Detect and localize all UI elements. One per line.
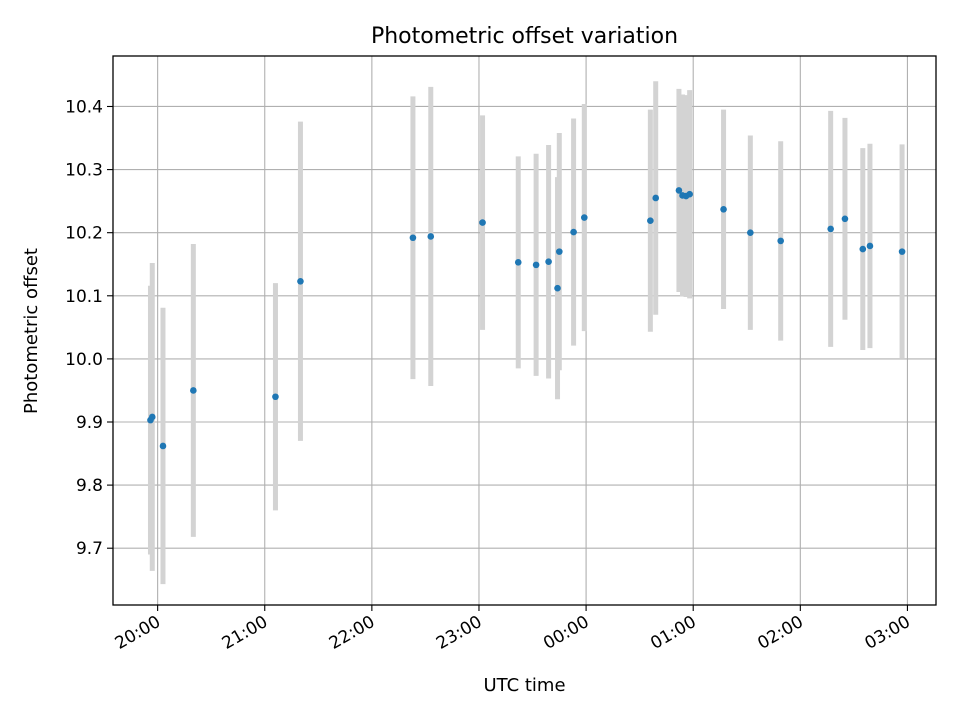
data-point xyxy=(514,259,522,266)
y-tick-label: 10.0 xyxy=(65,350,103,370)
y-tick-label: 10.3 xyxy=(65,161,103,181)
data-point xyxy=(427,233,435,240)
data-point xyxy=(675,187,683,194)
data-point xyxy=(297,277,304,285)
data-point xyxy=(841,215,849,223)
y-axis-label: Photometric offset xyxy=(21,248,42,414)
data-point xyxy=(556,248,563,255)
data-point xyxy=(720,206,727,213)
data-point xyxy=(545,258,552,266)
data-point xyxy=(148,413,156,421)
data-point xyxy=(190,387,197,394)
y-tick-label: 9.8 xyxy=(76,476,103,496)
x-axis: 20:00 21:00 22:00 23:00 00:00 01:00 02:00 03:00 xyxy=(112,605,914,654)
x-tick-label: 03:00 xyxy=(862,612,914,654)
data-point xyxy=(652,194,660,202)
data-point xyxy=(581,214,588,221)
y-tick-label: 10.4 xyxy=(65,97,103,117)
data-point xyxy=(479,219,486,226)
data-point xyxy=(777,237,784,245)
data-point xyxy=(647,217,654,224)
grid xyxy=(113,56,936,605)
x-tick-label: 20:00 xyxy=(112,612,164,654)
data-point xyxy=(159,442,167,450)
y-tick-label: 9.7 xyxy=(76,539,103,559)
data-point xyxy=(532,261,540,269)
data-point xyxy=(570,228,577,236)
data-point xyxy=(827,225,834,233)
data-point xyxy=(898,248,906,255)
plot-frame xyxy=(112,55,937,606)
data-point xyxy=(747,229,754,236)
x-tick-label: 22:00 xyxy=(326,612,378,654)
x-tick-label: 01:00 xyxy=(647,612,699,654)
data-point xyxy=(866,242,874,250)
data-point xyxy=(859,245,867,253)
y-tick-label: 9.9 xyxy=(76,413,103,433)
x-tick-label: 02:00 xyxy=(754,612,806,654)
data-point xyxy=(554,284,561,292)
data-point xyxy=(272,393,279,401)
y-tick-label: 10.1 xyxy=(65,287,103,307)
chart-title: Photometric offset variation xyxy=(371,24,678,49)
x-tick-label: 00:00 xyxy=(540,612,592,654)
x-axis-label: UTC time xyxy=(483,675,565,696)
y-tick-label: 10.2 xyxy=(65,224,103,244)
error-bars xyxy=(147,81,905,585)
data-points xyxy=(147,187,906,450)
x-tick-label: 23:00 xyxy=(433,612,485,654)
y-axis: 9.7 9.8 9.9 10.0 10.1 10.2 10.3 10.4 xyxy=(65,97,113,559)
x-tick-label: 21:00 xyxy=(219,612,271,654)
data-point xyxy=(686,190,693,198)
data-point xyxy=(409,234,417,242)
